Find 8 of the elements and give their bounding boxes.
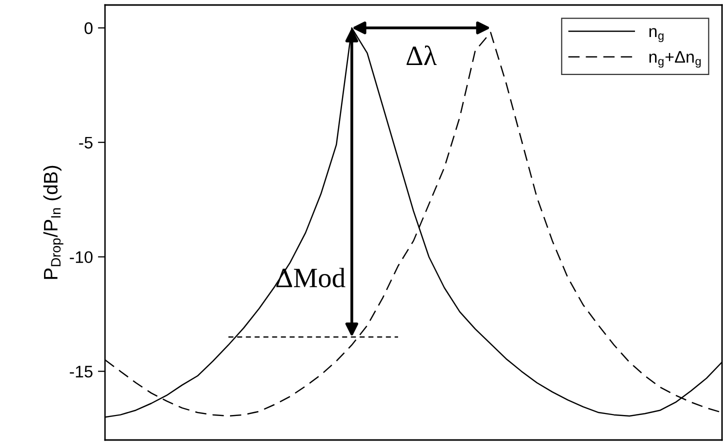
y-tick-label: -15 [70,366,92,378]
y-axis-title: P$_{Drop}$/P$_{In}$ (dB) [43,166,64,279]
legend-label: n$_{g}$+Δn$_{g}$ [649,51,701,68]
legend-label: n$_{g}$ [649,28,664,42]
y-tick-label: -10 [70,251,93,264]
annotation: Δλ [406,45,437,66]
y-tick-label: 0 [84,22,93,34]
y-tick-label: -5 [79,136,92,149]
